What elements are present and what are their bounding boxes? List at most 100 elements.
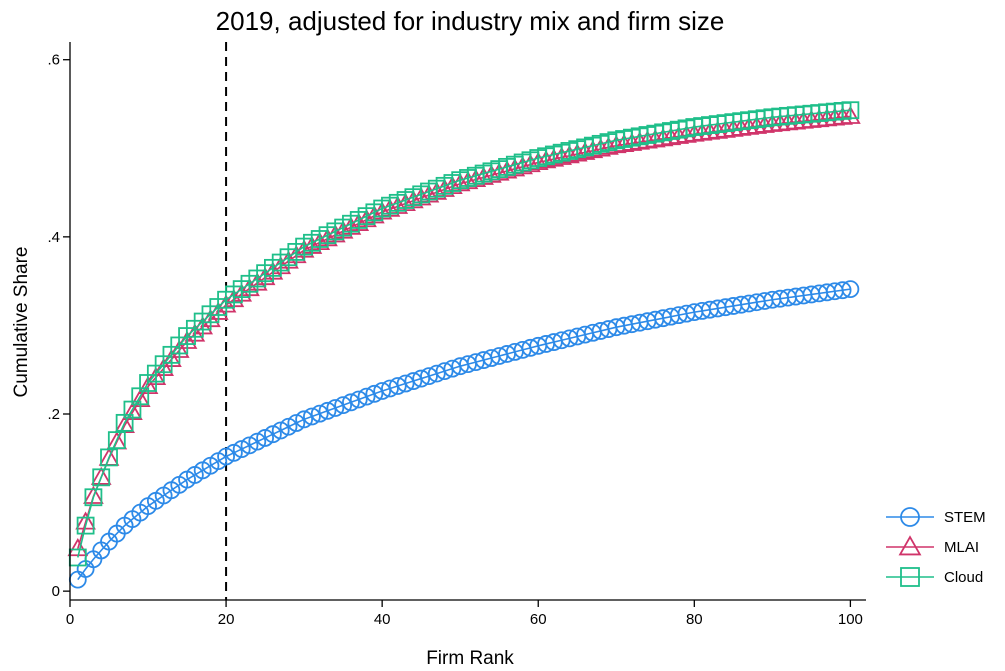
point-stem: [232, 440, 251, 458]
x-tick-label: 100: [838, 611, 863, 628]
point-stem: [427, 364, 446, 383]
point-stem: [279, 417, 298, 436]
point-stem: [217, 447, 235, 466]
point-cloud: [107, 431, 126, 450]
point-stem: [349, 390, 368, 409]
point-stem: [271, 421, 290, 440]
point-stem: [396, 374, 415, 393]
point-mlai: [668, 125, 690, 144]
chart-title: 2019, adjusted for industry mix and firm…: [216, 6, 725, 36]
point-stem: [264, 425, 282, 444]
point-mlai: [652, 128, 674, 147]
point-mlai: [605, 135, 627, 154]
point-mlai: [746, 115, 768, 134]
point-mlai: [691, 122, 713, 141]
point-mlai: [559, 145, 580, 164]
x-tick-label: 20: [218, 611, 235, 628]
y-tick-label: 0: [52, 583, 60, 600]
legend-item-stem: STEM: [886, 507, 986, 527]
point-mlai: [543, 148, 565, 167]
point-stem: [248, 432, 267, 451]
point-stem: [224, 443, 243, 462]
point-mlai: [644, 129, 666, 148]
point-mlai: [637, 130, 658, 149]
point-stem: [357, 387, 376, 406]
point-stem: [435, 362, 454, 381]
point-mlai: [722, 118, 744, 137]
y-tick-label: .6: [47, 52, 60, 69]
legend-marker-stem: [900, 507, 920, 527]
point-mlai: [629, 131, 651, 150]
legend-label: MLAI: [944, 539, 979, 556]
point-stem: [303, 407, 321, 426]
legend-label: STEM: [944, 509, 986, 526]
point-stem: [373, 382, 392, 400]
legend-marker-cloud: [900, 567, 920, 587]
point-mlai: [683, 123, 705, 142]
legend-item-mlai: MLAI: [886, 535, 979, 556]
point-cloud: [841, 101, 860, 120]
point-stem: [365, 384, 384, 403]
point-mlai: [660, 126, 682, 146]
point-mlai: [621, 132, 643, 151]
point-stem: [334, 396, 353, 415]
series-line-cloud: [77, 109, 851, 558]
point-mlai: [598, 136, 619, 155]
y-tick-label: .2: [47, 406, 60, 423]
x-tick-label: 40: [374, 611, 391, 628]
point-cloud: [100, 448, 118, 467]
series-stem: [68, 280, 860, 589]
x-ticks: 0 20 40 60 80 100: [66, 600, 863, 628]
point-stem: [841, 280, 860, 299]
point-cloud: [76, 516, 95, 535]
point-cloud: [68, 548, 87, 567]
point-stem: [420, 367, 438, 385]
point-stem: [381, 379, 399, 398]
point-stem: [388, 377, 407, 395]
point-mlai: [590, 138, 612, 157]
y-ticks: 0 .2 .4 .6: [47, 52, 70, 600]
point-stem: [287, 414, 306, 432]
point-mlai: [738, 116, 760, 135]
point-cloud: [92, 468, 111, 487]
legend-item-cloud: Cloud: [886, 567, 983, 587]
point-stem: [326, 399, 345, 417]
point-mlai: [574, 141, 596, 160]
point-mlai: [715, 119, 736, 138]
legend-label: Cloud: [944, 569, 983, 586]
x-tick-label: 60: [530, 611, 547, 628]
point-stem: [240, 436, 259, 455]
legend: STEM MLAI Cloud: [886, 507, 986, 587]
y-axis-label: Cumulative Share: [11, 246, 32, 397]
point-stem: [404, 372, 423, 390]
y-tick-label: .4: [47, 229, 60, 246]
x-tick-label: 80: [686, 611, 703, 628]
point-mlai: [535, 150, 557, 169]
point-stem: [318, 401, 337, 420]
point-cloud: [84, 488, 103, 507]
point-mlai: [699, 121, 721, 140]
point-mlai: [840, 105, 861, 124]
point-stem: [412, 369, 431, 388]
point-mlai: [582, 140, 604, 159]
point-mlai: [730, 117, 752, 136]
point-stem: [256, 429, 274, 447]
plot-area: [67, 42, 861, 600]
series-cloud: [68, 101, 860, 567]
point-stem: [310, 404, 329, 423]
x-axis-label: Firm Rank: [426, 648, 514, 669]
point-mlai: [707, 120, 729, 139]
point-mlai: [90, 466, 112, 485]
point-stem: [342, 393, 360, 412]
x-tick-label: 0: [66, 611, 74, 628]
point-mlai: [754, 114, 775, 133]
point-mlai: [613, 133, 635, 152]
point-stem: [833, 281, 852, 300]
point-mlai: [83, 485, 104, 504]
point-mlai: [551, 146, 572, 165]
legend-marker-mlai: [898, 535, 922, 556]
point-stem: [295, 410, 314, 429]
point-mlai: [566, 143, 588, 162]
series-line-stem: [77, 288, 851, 581]
